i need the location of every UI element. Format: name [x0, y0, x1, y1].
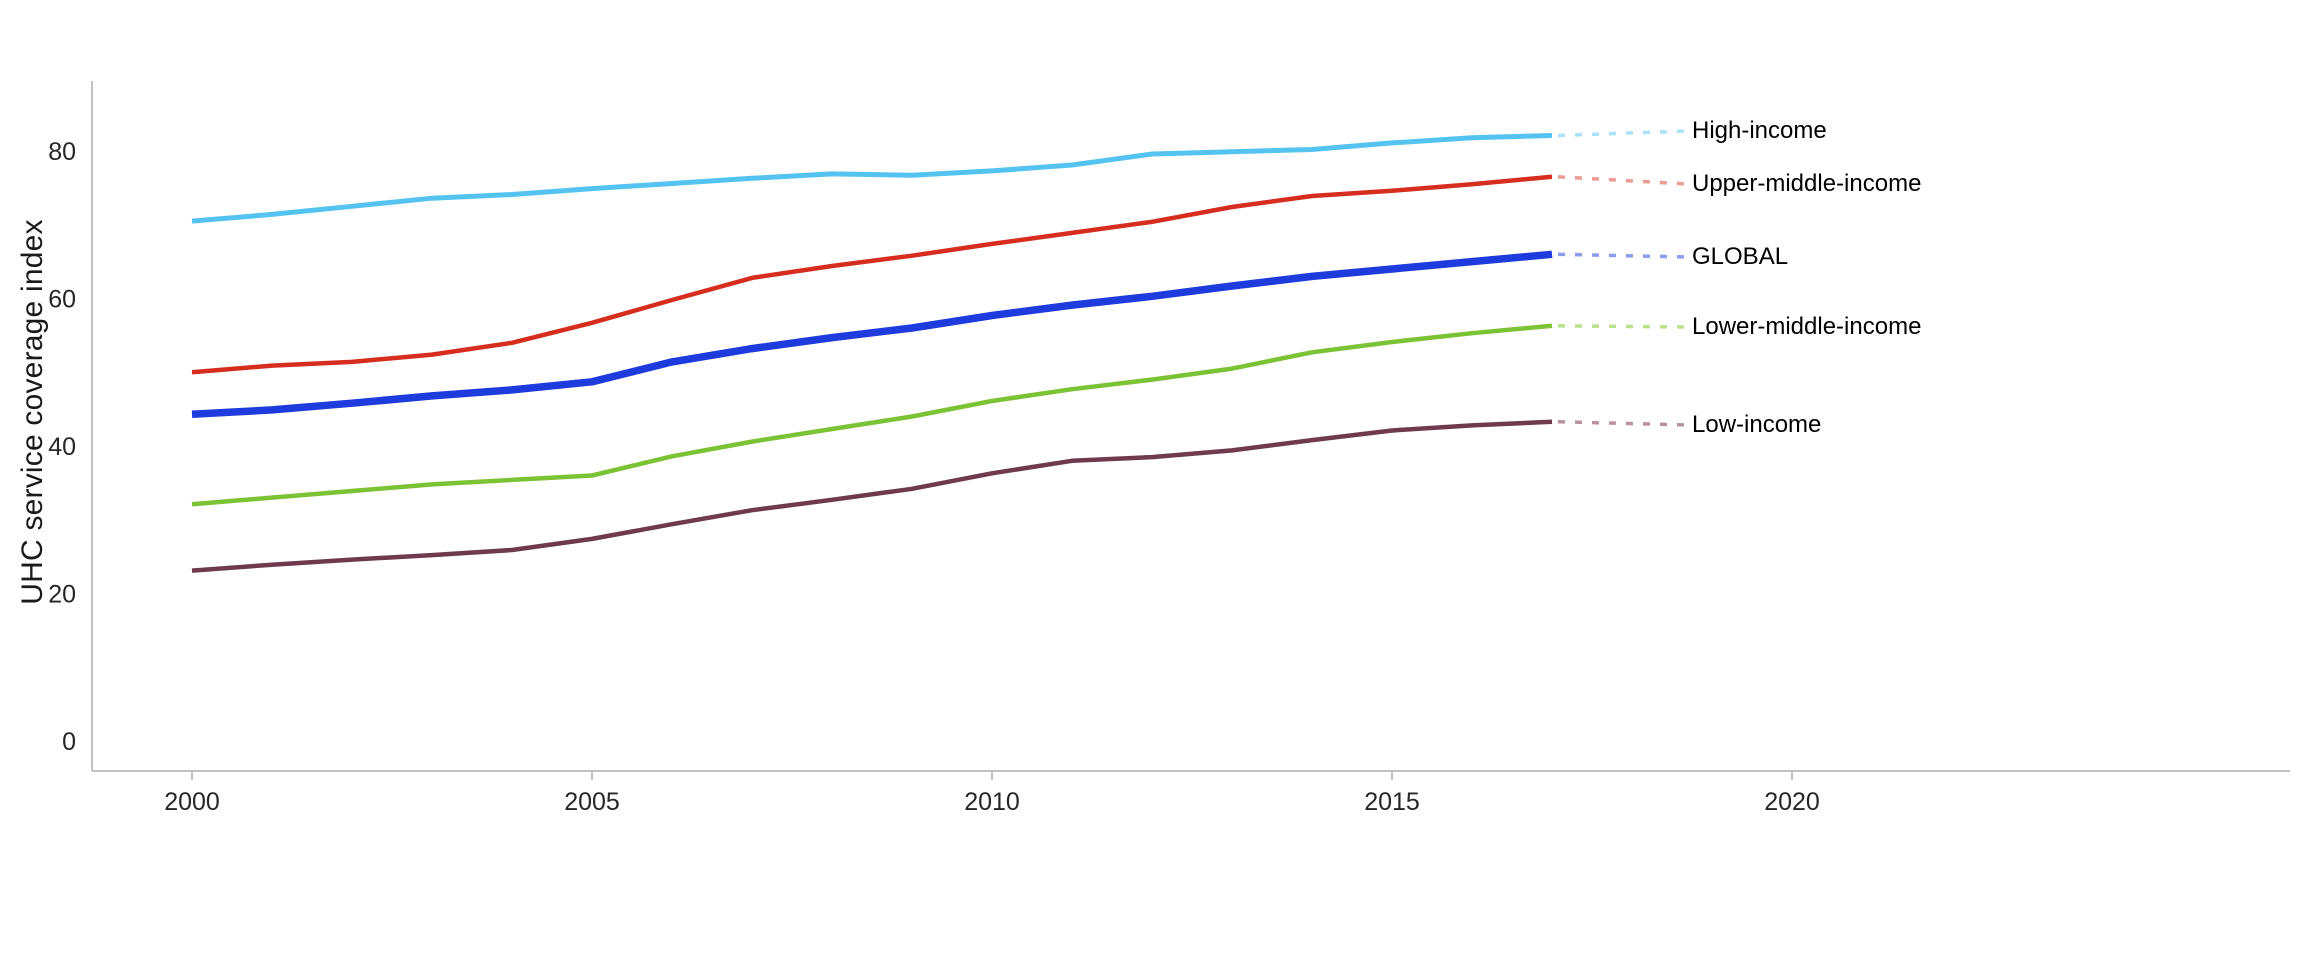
x-tick-label: 2015 [1364, 788, 1420, 816]
y-axis-title: UHC service coverage index [16, 219, 49, 605]
x-tick-label: 2000 [164, 788, 220, 816]
series-label-low-income: Low-income [1692, 411, 1822, 438]
series-label-upper-middle-income: Upper-middle-income [1692, 170, 1922, 197]
y-tick-label: 60 [48, 286, 76, 314]
series-line-lower-middle-income [191, 323, 1553, 507]
y-tick-label: 0 [62, 728, 76, 756]
y-tick-label: 20 [48, 581, 76, 609]
series-connector-upper-middle-income [1557, 175, 1688, 186]
series-connector-lower-middle-income [1557, 324, 1688, 329]
x-tick-label: 2005 [564, 788, 620, 816]
series-label-high-income: High-income [1692, 117, 1827, 144]
x-tick-label: 2020 [1764, 788, 1820, 816]
series-line-upper-middle-income [191, 174, 1553, 375]
y-tick-label: 80 [48, 138, 76, 166]
series-label-global: GLOBAL [1692, 243, 1789, 270]
series-connector-low-income [1557, 419, 1688, 427]
y-tick-label: 40 [48, 433, 76, 461]
series-line-global [191, 250, 1553, 419]
series-connector-high-income [1557, 129, 1688, 138]
series-connector-global [1557, 252, 1688, 259]
series-line-high-income [191, 133, 1553, 224]
series-line-low-income [191, 419, 1553, 573]
x-tick-label: 2010 [964, 788, 1020, 816]
series-label-lower-middle-income: Lower-middle-income [1692, 313, 1922, 340]
